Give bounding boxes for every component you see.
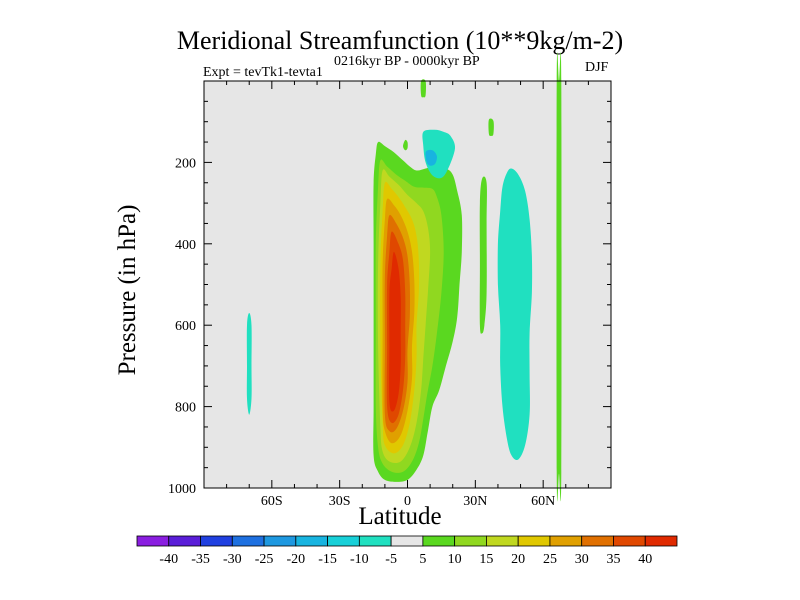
x-tick-label: 60S [261,494,283,509]
x-tick-label: 30N [463,494,487,509]
contour-upper-blue-blob [425,149,437,166]
contour-nh-green-vertical-line [556,52,562,502]
colorbar-label: 25 [543,552,557,567]
x-tick-label: 60N [531,494,555,509]
x-tick-label: 30S [329,494,351,509]
season-label: DJF [585,60,609,75]
y-tick-label: 400 [175,238,196,253]
y-tick-label: 600 [175,319,196,334]
period-label: 0216kyr BP - 0000kyr BP [334,54,480,69]
colorbar-box [581,535,614,547]
colorbar-box [422,535,456,547]
colorbar-label: 35 [606,552,620,567]
contour-layer [246,52,562,502]
colorbar-box [168,535,201,547]
colorbar-label: -10 [350,552,369,567]
colorbar-label: -20 [286,552,305,567]
colorbar-box [549,535,583,547]
contour-tropical-cell-red [389,251,401,412]
colorbar-box [295,535,328,547]
colorbar-label: -40 [159,552,178,567]
colorbar-label: -5 [385,552,397,567]
colorbar-label: 40 [638,552,652,567]
colorbar-box [263,535,297,547]
y-tick-label: 200 [175,156,196,171]
contour-equator-top-green-strip [420,79,427,98]
contour-right-top-green-strip [488,118,494,136]
colorbar-box [327,535,360,547]
y-tick-label: 1000 [168,482,196,497]
colorbar-box [200,535,233,547]
x-axis-title: Latitude [358,503,442,530]
contour-upper-cyan-blob [422,129,456,179]
colorbar-box [644,535,678,547]
colorbar-box [136,535,170,547]
chart-title: Meridional Streamfunction (10**9kg/m-2) [176,26,624,55]
experiment-label: Expt = tevTk1-tevta1 [203,65,323,80]
colorbar-label: -15 [318,552,337,567]
colorbar-label: 15 [479,552,493,567]
colorbar-label: 5 [419,552,426,567]
colorbar-label: -35 [191,552,210,567]
colorbar-label: 20 [511,552,525,567]
y-tick-label: 800 [175,401,196,416]
colorbar-label: 30 [575,552,589,567]
colorbar-label: -30 [223,552,242,567]
colorbar-box [613,535,646,547]
colorbar-box [486,535,519,547]
colorbar-label: 10 [448,552,462,567]
tick-layer: 60S 30S 0 30N 60N 200 400 600 800 1000 [168,81,611,509]
colorbar-box [231,535,265,547]
colorbar-box [358,535,392,547]
colorbar-box [390,535,424,547]
colorbar-layer: -40 -35 -30 -25 -20 -15 -10 -5 5 10 15 20 25 30 35 40 [136,535,678,567]
contour-tiny-green-dot [403,139,408,151]
contour-sh-cyan-strip [246,313,252,415]
colorbar-box [454,535,487,547]
contour-nh-left-green-strip [479,176,487,334]
contour-nh-column-cyan [497,168,533,461]
colorbar-label: -25 [255,552,274,567]
x-tick-label: 0 [404,494,411,509]
colorbar-box [517,535,551,547]
